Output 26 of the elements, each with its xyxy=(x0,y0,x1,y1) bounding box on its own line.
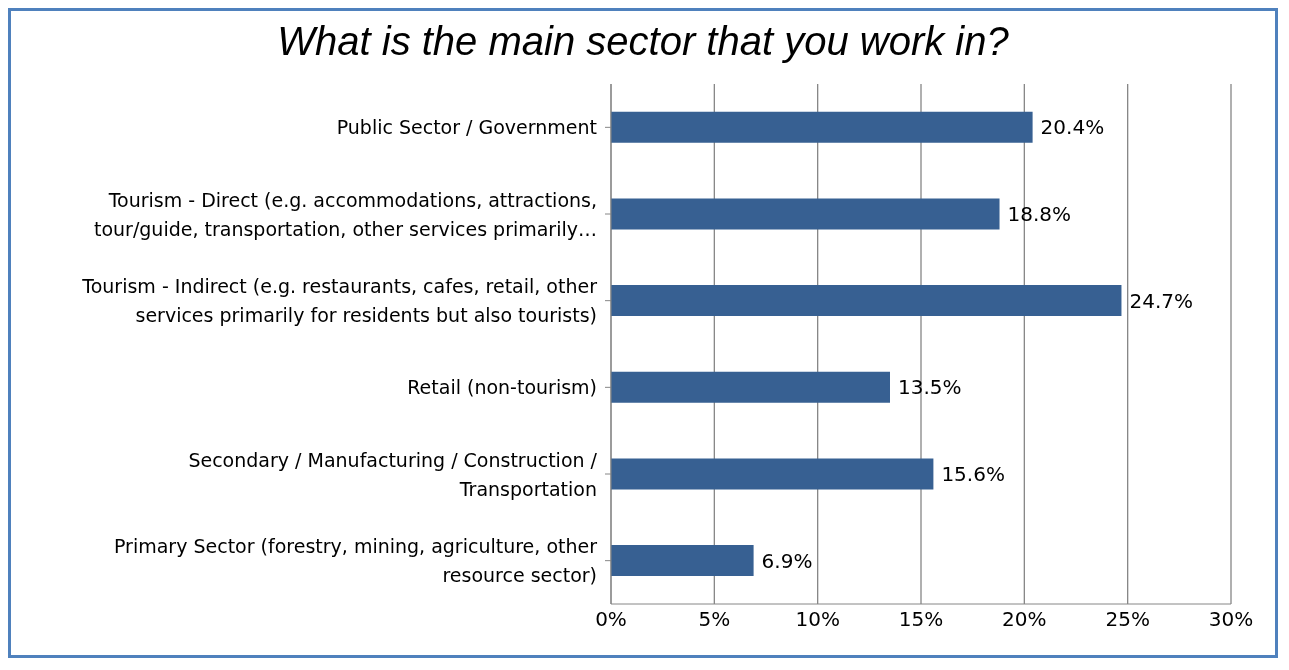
y-tick-label: Tourism - Direct (e.g. accommodations, attractions, tour/guide, transportation, other services primarily… xyxy=(93,188,597,240)
y-tick-label: Public Sector / Government xyxy=(336,116,597,139)
bar xyxy=(611,371,890,403)
y-tick-label: Retail (non-tourism) xyxy=(407,376,597,399)
y-tick-label: Tourism - Indirect (e.g. restaurants, cafes, retail, other services primarily for residents but also tourists) xyxy=(81,275,598,327)
x-tick-label: 30% xyxy=(1208,607,1254,632)
data-label: 13.5% xyxy=(898,375,962,400)
x-tick-label: 15% xyxy=(898,607,944,632)
data-label: 6.9% xyxy=(761,548,813,573)
data-label: 18.8% xyxy=(1007,202,1072,226)
x-tick-label: 10% xyxy=(795,607,840,632)
bar xyxy=(611,111,1033,143)
x-tick-label: 20% xyxy=(1002,607,1047,632)
data-label: 15.6% xyxy=(941,462,1005,486)
chart-title: What is the main sector that you work in? xyxy=(276,19,1010,65)
data-label: 24.7% xyxy=(1129,288,1194,313)
data-label: 20.4% xyxy=(1040,115,1105,140)
x-tick-label: 25% xyxy=(1105,607,1150,632)
bar xyxy=(611,285,1122,317)
bar xyxy=(611,545,754,577)
bar xyxy=(611,198,1000,230)
x-tick-label: 5% xyxy=(698,607,731,632)
bar xyxy=(611,458,934,490)
y-tick-label: Secondary / Manufacturing / Construction / Transportation xyxy=(188,448,598,500)
y-tick-label: Primary Sector (forestry, mining, agriculture, other resource sector) xyxy=(114,535,598,587)
x-tick-label: 0% xyxy=(595,607,627,632)
